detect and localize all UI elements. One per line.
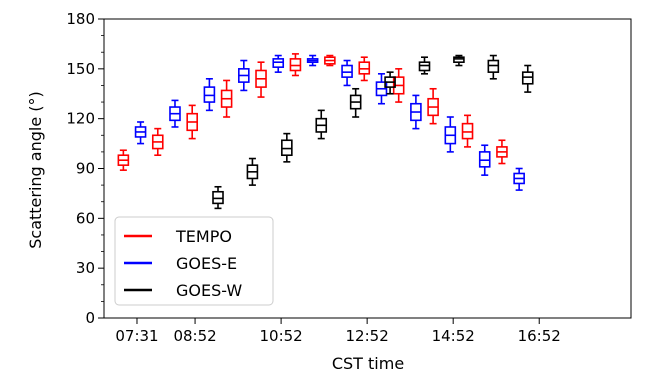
box-1-4 — [272, 54, 285, 73]
box-body — [281, 139, 293, 157]
box-0-2 — [186, 104, 198, 140]
box-0-0 — [117, 149, 130, 171]
box-1-11 — [513, 167, 525, 191]
box-2-0 — [212, 185, 224, 210]
box-1-1 — [169, 99, 181, 128]
box-0-3 — [220, 79, 233, 118]
box-1-2 — [203, 78, 216, 112]
plot-area — [117, 53, 534, 210]
box-0-7 — [358, 56, 371, 82]
x-tick-label: 14:52 — [432, 327, 475, 345]
box-body — [203, 86, 216, 103]
box-1-0 — [134, 121, 147, 145]
y-tick-label: 90 — [76, 160, 95, 178]
box-2-7 — [453, 54, 465, 67]
box-body — [461, 122, 474, 140]
legend-label-goes-w: GOES-W — [176, 281, 242, 300]
box-body — [453, 56, 465, 63]
box-0-10 — [461, 114, 474, 148]
box-1-6 — [341, 59, 353, 87]
box-0-5 — [289, 53, 302, 77]
y-tick-label: 30 — [76, 259, 95, 277]
box-2-4 — [349, 87, 362, 118]
box-2-9 — [521, 64, 534, 93]
y-tick-label: 120 — [66, 110, 95, 128]
box-body — [487, 59, 500, 73]
box-body — [478, 151, 491, 168]
y-tick-label: 180 — [66, 10, 95, 28]
axes: 0 30 60 90 120 150 180 07:31 08:52 10:52 12:52 14:5… — [66, 10, 632, 345]
box-body — [289, 58, 302, 72]
box-body — [272, 58, 285, 68]
box-body — [418, 61, 431, 72]
box-2-2 — [281, 132, 293, 163]
x-tick-label: 16:52 — [518, 327, 561, 345]
box-1-3 — [238, 59, 250, 92]
box-1-5 — [306, 54, 319, 67]
series-tempo — [117, 53, 508, 171]
box-1-9 — [444, 116, 457, 153]
y-tick-label: 60 — [76, 209, 95, 227]
legend-label-tempo: TEMPO — [175, 227, 232, 246]
box-2-3 — [315, 109, 328, 140]
box-2-1 — [246, 157, 259, 186]
series-goes-e — [134, 54, 525, 191]
box-2-5 — [384, 71, 396, 95]
box-0-9 — [427, 87, 439, 125]
box-0-6 — [324, 54, 336, 67]
box-1-10 — [478, 144, 491, 176]
x-tick-label: 08:52 — [173, 327, 216, 345]
x-tick-label: 12:52 — [346, 327, 389, 345]
box-0-4 — [255, 61, 267, 98]
box-1-8 — [410, 94, 422, 130]
box-0-1 — [151, 127, 164, 157]
legend-label-goes-e: GOES-E — [176, 254, 237, 273]
box-body — [521, 71, 534, 85]
legend-frame — [114, 216, 274, 306]
x-tick-label: 07:31 — [115, 327, 158, 345]
box-2-6 — [418, 56, 431, 75]
x-axis-title: CST time — [332, 354, 404, 372]
box-body — [341, 64, 353, 78]
series-goes-w — [212, 54, 534, 210]
box-0-11 — [496, 139, 508, 165]
box-2-8 — [487, 54, 500, 80]
box-body — [358, 61, 371, 75]
y-axis-title: Scattering angle (°) — [26, 91, 45, 249]
y-tick-label: 150 — [66, 60, 95, 78]
box-1-7 — [375, 73, 388, 105]
x-tick-label: 10:52 — [259, 327, 302, 345]
box-body — [212, 190, 224, 205]
y-tick-label: 0 — [85, 309, 95, 327]
legend: TEMPO GOES-E GOES-W — [114, 216, 274, 306]
